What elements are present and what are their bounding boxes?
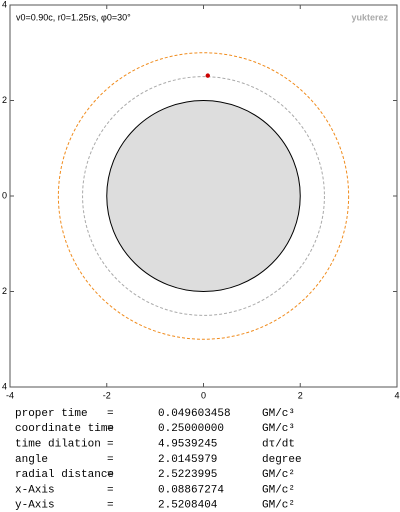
table-cell: time dilation: [15, 439, 101, 451]
table-cell: GM/c³: [262, 408, 295, 420]
table-cell: =: [107, 500, 114, 512]
table-cell: =: [107, 469, 114, 481]
table-cell: =: [107, 423, 114, 435]
table-cell: x-Axis: [15, 484, 55, 496]
table-cell: 0.08867274: [158, 484, 224, 496]
particle: [205, 73, 210, 78]
readout-table: proper time = 0.049603458 GM/c³ coordinate t…: [15, 408, 302, 512]
y-tick-label: 2: [2, 95, 7, 105]
annotation: v0=0.90c, r0=1.25rs, φ0=30°: [16, 12, 131, 22]
y-tick-label: 2: [2, 286, 7, 296]
table-cell: 2.5223995: [158, 469, 217, 481]
x-tick-label: 0: [201, 390, 206, 400]
table-cell: dτ/dt: [262, 439, 295, 451]
watermark: yukterez: [351, 12, 388, 22]
table-cell: radial distance: [15, 469, 114, 481]
table-cell: =: [107, 484, 114, 496]
x-tick-label: -2: [103, 390, 111, 400]
table-cell: proper time: [15, 408, 88, 420]
table-cell: 4.9539245: [158, 439, 217, 451]
table-cell: degree: [262, 454, 302, 466]
x-tick-label: 2: [298, 390, 303, 400]
table-cell: 2.0145979: [158, 454, 217, 466]
table-cell: coordinate time: [15, 423, 114, 435]
table-cell: =: [107, 439, 114, 451]
circle: [82, 76, 325, 316]
table-cell: angle: [15, 454, 48, 466]
table-cell: GM/c³: [262, 423, 295, 435]
table-cell: GM/c²: [262, 500, 295, 512]
table-cell: GM/c²: [262, 484, 295, 496]
y-tick-label: 0: [2, 190, 7, 200]
x-tick-label: 4: [394, 390, 399, 400]
table-cell: y-Axis: [15, 500, 55, 512]
circle: [106, 100, 301, 292]
table-cell: GM/c²: [262, 469, 295, 481]
y-tick-label: 4: [2, 0, 7, 9]
y-tick-label: 4: [2, 381, 7, 391]
table-cell: 2.5208404: [158, 500, 218, 512]
table-cell: =: [107, 408, 114, 420]
table-cell: 0.25000000: [158, 423, 224, 435]
circle: [57, 52, 350, 340]
x-tick-label: -4: [6, 390, 14, 400]
table-cell: =: [107, 454, 114, 466]
table-cell: 0.049603458: [158, 408, 231, 420]
